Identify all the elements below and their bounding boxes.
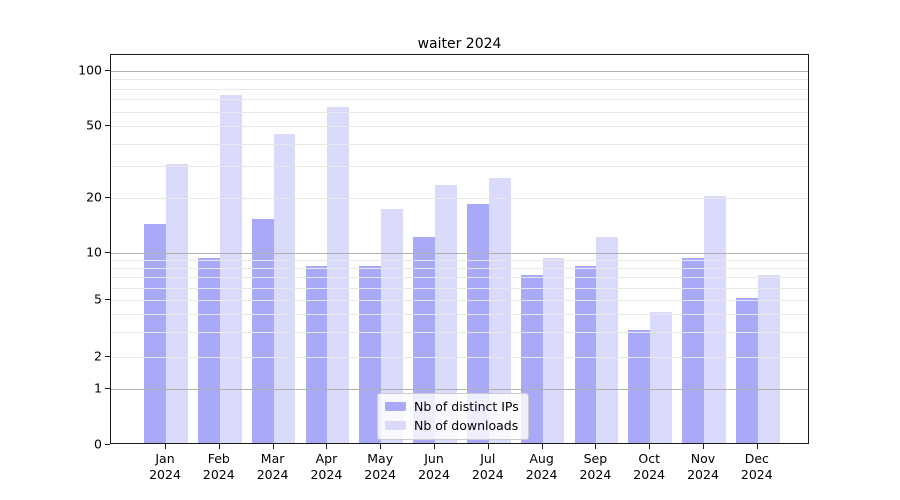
gridline-minor: [111, 166, 808, 168]
y-tick-mark: [105, 356, 110, 357]
y-axis-tick-label: 100: [78, 62, 102, 78]
legend-swatch: [385, 402, 406, 411]
plot-area: [110, 54, 809, 444]
bar-distinct-ips: [144, 224, 166, 443]
bar-downloads: [327, 106, 350, 443]
bar-downloads: [757, 275, 780, 443]
y-tick-mark: [105, 70, 110, 71]
x-tick-mark: [541, 444, 543, 449]
y-axis-tick-label: 20: [86, 189, 102, 205]
x-axis-tick-label: Dec 2024: [740, 451, 773, 482]
gridline-minor: [111, 111, 808, 113]
x-tick-mark: [380, 444, 382, 449]
bar-downloads: [488, 178, 511, 443]
x-axis-tick-label: Sep 2024: [579, 451, 612, 482]
y-axis-tick-label: 2: [94, 348, 102, 364]
bar-distinct-ips: [736, 298, 758, 443]
x-tick-mark: [487, 444, 489, 449]
x-axis-tick-label: Oct 2024: [633, 451, 666, 482]
y-tick-mark: [105, 388, 110, 389]
legend-item: Nb of distinct IPs: [385, 399, 519, 414]
x-axis-tick-label: Nov 2024: [687, 451, 719, 482]
legend: Nb of distinct IPs Nb of downloads: [377, 393, 529, 440]
gridline-minor: [111, 143, 808, 145]
x-axis-tick-label: Jul 2024: [471, 451, 504, 482]
x-tick-mark: [649, 444, 651, 449]
bar-downloads: [704, 196, 726, 443]
x-axis-tick-label: Feb 2024: [202, 451, 235, 482]
bar-downloads: [542, 258, 565, 443]
bar-downloads: [166, 164, 188, 443]
x-tick-mark: [703, 444, 704, 449]
y-axis-tick-label: 0: [94, 436, 102, 452]
bar-downloads: [650, 311, 672, 443]
bar-distinct-ips: [628, 329, 651, 443]
legend-swatch: [385, 421, 406, 430]
x-tick-mark: [756, 444, 758, 449]
y-tick-mark: [105, 252, 110, 253]
gridline-minor: [111, 79, 808, 81]
y-tick-mark: [105, 197, 110, 198]
legend-label: Nb of distinct IPs: [414, 399, 519, 414]
bar-distinct-ips: [198, 258, 220, 443]
x-tick-mark: [165, 444, 166, 449]
x-axis-tick-label: Mar 2024: [256, 451, 289, 482]
gridline-minor: [111, 99, 808, 101]
gridline-minor: [111, 88, 808, 90]
x-tick-mark: [326, 444, 328, 449]
x-axis-tick-label: Jan 2024: [149, 451, 181, 482]
gridline-major: [111, 71, 808, 72]
bar-distinct-ips: [574, 266, 597, 443]
gridline-minor: [111, 126, 808, 127]
x-tick-mark: [595, 444, 597, 449]
y-axis-tick-label: 5: [94, 291, 102, 307]
chart-title: waiter 2024: [417, 36, 502, 52]
y-axis-tick-label: 50: [86, 117, 102, 133]
x-axis-tick-label: Aug 2024: [525, 451, 558, 482]
bar-distinct-ips: [467, 204, 489, 443]
bar-distinct-ips: [251, 218, 274, 443]
bar-downloads: [219, 95, 242, 443]
x-tick-mark: [434, 444, 435, 449]
bar-distinct-ips: [359, 266, 382, 443]
bar-downloads: [596, 236, 619, 443]
x-axis-tick-label: Jun 2024: [418, 451, 450, 482]
x-tick-mark: [218, 444, 220, 449]
legend-label: Nb of downloads: [414, 418, 519, 433]
y-axis-tick-label: 10: [86, 244, 102, 260]
x-axis-tick-label: Apr 2024: [310, 451, 343, 482]
bar-downloads: [381, 208, 403, 443]
bar-downloads: [273, 134, 296, 443]
y-tick-mark: [105, 125, 110, 126]
x-tick-mark: [272, 444, 274, 449]
legend-item: Nb of downloads: [385, 418, 519, 433]
y-tick-mark: [105, 299, 110, 300]
y-tick-mark: [105, 444, 110, 445]
bar-distinct-ips: [682, 258, 704, 443]
y-axis-tick-label: 1: [94, 380, 102, 396]
bar-distinct-ips: [305, 266, 328, 443]
x-axis-tick-label: May 2024: [364, 451, 397, 482]
